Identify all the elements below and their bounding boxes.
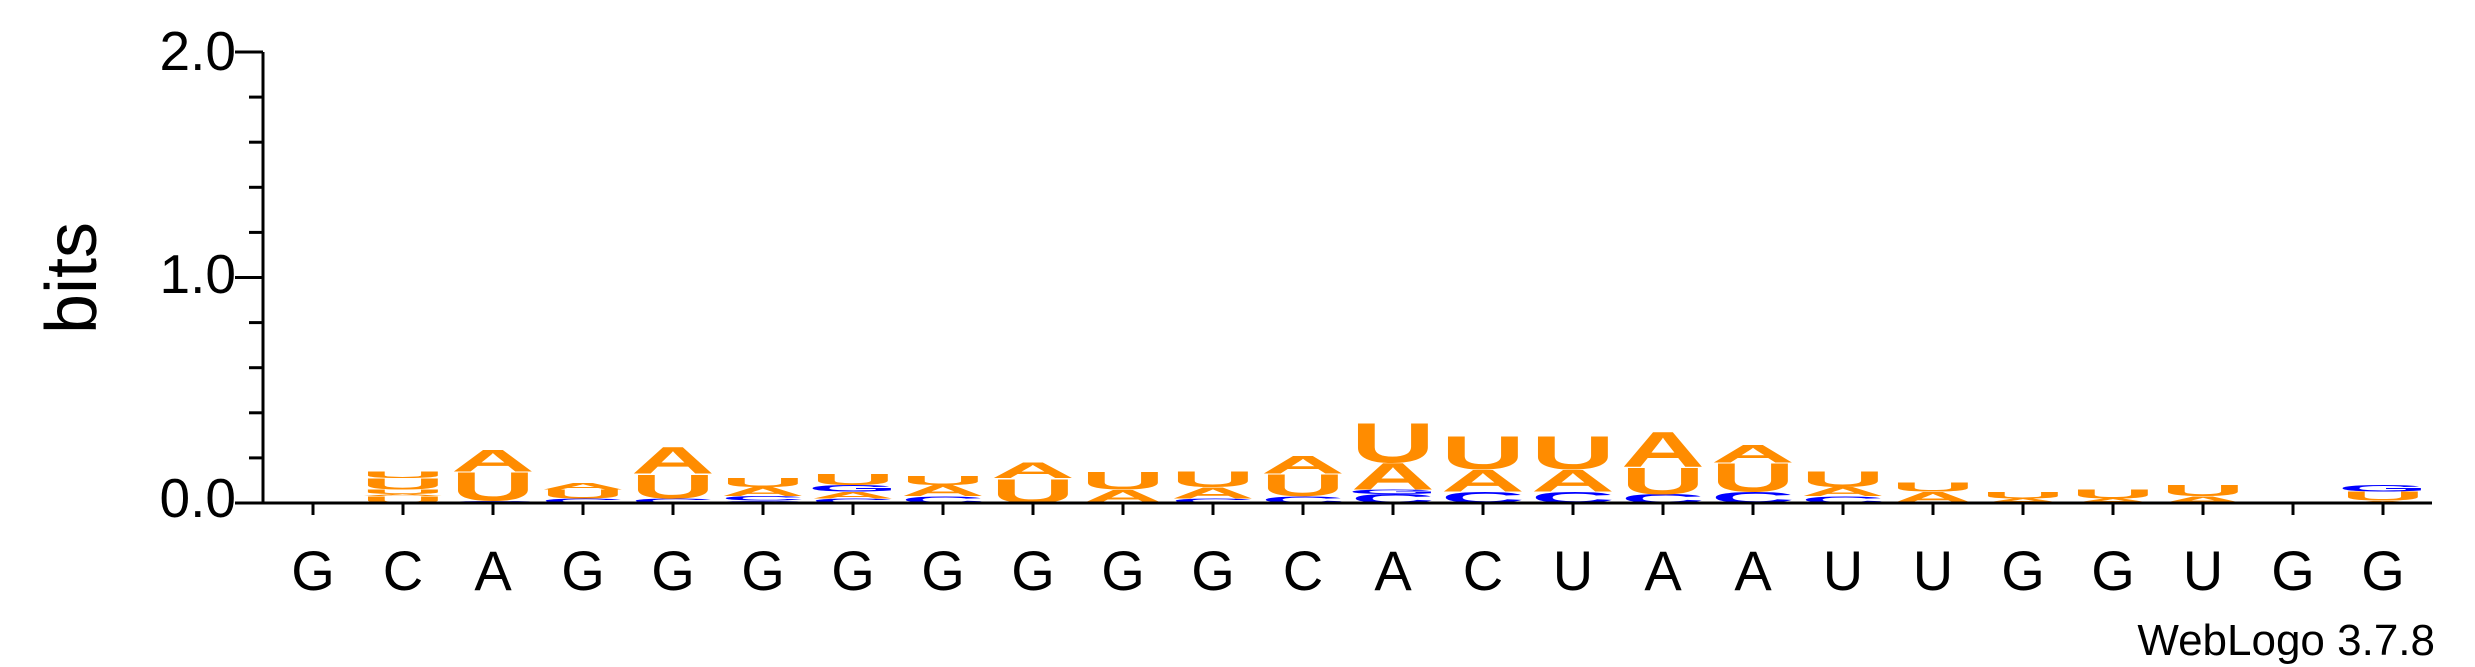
x-tick-label: G [921, 539, 965, 602]
logo-letter-a: A [1351, 456, 1435, 498]
logo-letter-c: C [1801, 495, 1885, 506]
logo-letter-a: A [451, 443, 535, 478]
logo-letter-c: C [901, 495, 985, 506]
logo-letter-a: A [631, 440, 715, 482]
logo-letter-u: U [1441, 427, 1525, 480]
x-tick-label: U [1913, 539, 1953, 602]
logo-letter-u: U [631, 467, 715, 506]
logo-letter-u: U [361, 475, 445, 493]
logo-letter-a: A [721, 485, 805, 499]
logo-letter-a: A [991, 458, 1075, 483]
logo-letter-a: A [541, 481, 625, 492]
x-tick-label: G [2091, 539, 2135, 602]
x-tick-label: G [1011, 539, 1055, 602]
x-tick-label: G [561, 539, 605, 602]
logo-letter-u: U [2341, 489, 2425, 503]
x-tick-label: G [831, 539, 875, 602]
logo-letter-u: U [1981, 490, 2065, 501]
logo-letter-a: A [901, 482, 985, 500]
x-tick-label: A [1644, 539, 1682, 602]
logo-letter-u: U [361, 470, 445, 481]
logo-letter-a: A [1441, 464, 1525, 499]
x-tick-label: G [2001, 539, 2045, 602]
x-tick-label: U [1553, 539, 1593, 602]
logo-letter-c: C [541, 497, 625, 504]
x-tick-label: G [651, 539, 695, 602]
y-axis-label: bits [32, 222, 112, 334]
logo-letter-u: U [1621, 460, 1705, 502]
logo-letter-u: U [1261, 468, 1345, 503]
logo-letter-u: U [361, 495, 445, 506]
logo-letter-u: U [2071, 487, 2155, 501]
logo-letter-u: U [1171, 467, 1255, 492]
x-tick-label: C [1283, 539, 1323, 602]
y-tick-label-1: 1.0 [160, 243, 236, 305]
logo-letter-u: U [811, 471, 895, 489]
logo-letter-u: U [721, 476, 805, 490]
x-tick-label: A [474, 539, 512, 602]
logo-letter-a: A [1171, 484, 1255, 502]
logo-letter-a: A [1981, 497, 2065, 504]
logo-letter-c: C [631, 497, 715, 504]
logo-letter-c: C [1171, 497, 1255, 504]
y-tick-label-2: 2.0 [160, 20, 236, 82]
x-tick-label: G [1101, 539, 1145, 602]
x-tick-label: G [291, 539, 335, 602]
logo-letter-c: C [1261, 495, 1345, 506]
logo-letter-a: A [1711, 440, 1795, 468]
logo-letter-u: U [1351, 412, 1435, 475]
x-tick-label: A [1374, 539, 1412, 602]
logo-letter-a: A [1531, 464, 1615, 499]
logo-letter-a: A [361, 493, 445, 496]
logo-letter-a: A [1801, 485, 1885, 499]
logo-letter-u: U [1711, 455, 1795, 501]
logo-letter-u: U [541, 487, 625, 501]
x-tick-label: U [1823, 539, 1863, 602]
logo-letter-a: A [1621, 421, 1705, 477]
logo-letter-u: U [361, 488, 445, 495]
x-tick-label: G [2361, 539, 2405, 602]
y-tick-label-0: 0.0 [160, 467, 236, 529]
logo-letter-u: U [1801, 467, 1885, 492]
logo-letter-g: G [1348, 488, 1438, 495]
logo-letter-u: U [1531, 427, 1615, 480]
x-tick-label: G [2271, 539, 2315, 602]
logo-letter-a: A [2071, 497, 2155, 504]
logo-letter-a: A [811, 490, 895, 501]
x-tick-label: A [1734, 539, 1772, 602]
x-tick-label: U [2183, 539, 2223, 602]
logo-letter-c: C [721, 495, 805, 502]
logo-letter-g: G [2338, 483, 2428, 494]
logo-letter-u: U [901, 474, 985, 488]
x-tick-label: G [741, 539, 785, 602]
logo-letter-u: U [2161, 482, 2245, 500]
logo-letter-a: A [2161, 495, 2245, 506]
logo-letter-g: G [808, 483, 898, 494]
logo-letter-u: U [1891, 480, 1975, 494]
logo-letter-u: U [1081, 467, 1165, 495]
logo-letter-a: A [1261, 451, 1345, 479]
weblogo-credit: WebLogo 3.7.8 [2137, 616, 2435, 665]
x-tick-label: C [1463, 539, 1503, 602]
x-tick-label: C [383, 539, 423, 602]
x-tick-label: G [1191, 539, 1235, 602]
logo-letter-c: C [811, 497, 895, 504]
